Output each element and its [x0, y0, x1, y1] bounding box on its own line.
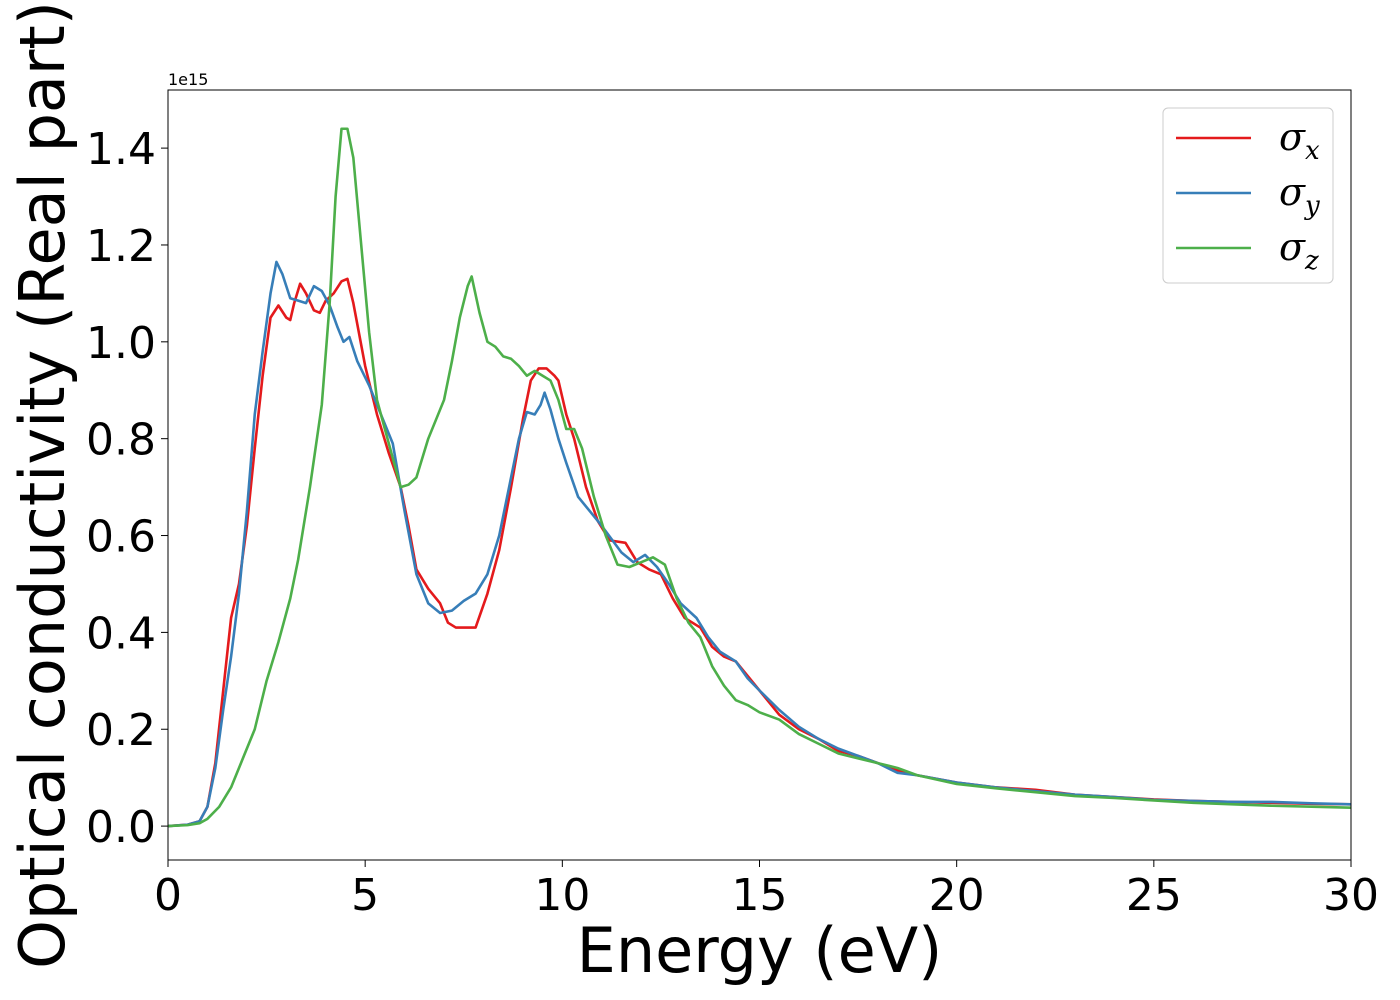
legend-box	[1162, 107, 1334, 284]
x-tick-label: 25	[1126, 870, 1182, 921]
y-axis-title: Optical conductivity (Real part)	[6, 1, 79, 969]
legend-label-y: σy	[1279, 170, 1320, 221]
legend-label-z: σz	[1279, 225, 1319, 276]
x-tick-label: 10	[534, 870, 590, 921]
x-axis-ticks: 0 5 10 15 20 25 30	[154, 860, 1379, 921]
series-layer	[168, 127, 1351, 828]
y-tick-label: 0.0	[86, 802, 156, 853]
x-axis-title: Energy (eV)	[577, 914, 943, 987]
y-offset-label: 1e15	[168, 70, 208, 89]
x-tick-label: 5	[351, 870, 379, 921]
y-tick-label: 1.0	[86, 318, 156, 369]
y-axis-ticks: 0.0 0.2 0.4 0.6 0.8 1.0 1.2 1.4	[86, 124, 168, 853]
y-tick-label: 0.6	[86, 512, 156, 563]
x-tick-label: 30	[1323, 870, 1379, 921]
x-tick-label: 20	[929, 870, 985, 921]
series-line-z	[168, 127, 1351, 828]
y-tick-label: 1.2	[86, 221, 156, 272]
y-tick-label: 0.2	[86, 705, 156, 756]
y-tick-label: 0.8	[86, 415, 156, 466]
y-tick-label: 0.4	[86, 608, 156, 659]
legend-label-x: σx	[1279, 115, 1320, 166]
y-tick-label: 1.4	[86, 124, 156, 175]
x-tick-label: 15	[732, 870, 788, 921]
x-tick-label: 0	[154, 870, 182, 921]
